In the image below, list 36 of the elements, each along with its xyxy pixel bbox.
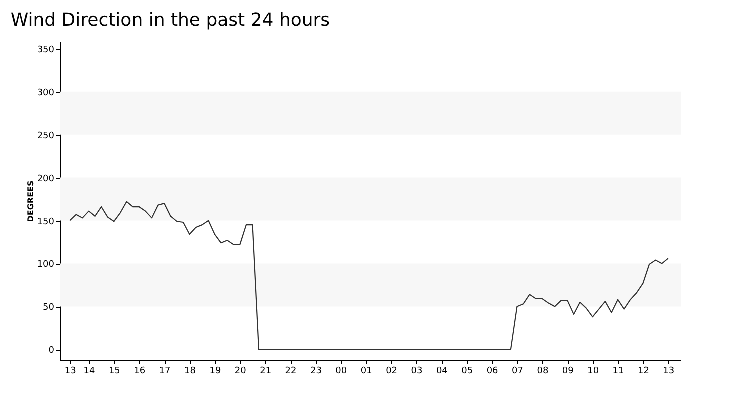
x-tick-label: 13 bbox=[663, 366, 675, 376]
x-tick-label: 23 bbox=[310, 366, 322, 376]
x-tick-label: 15 bbox=[108, 366, 120, 376]
x-tick-label: 21 bbox=[260, 366, 272, 376]
x-tick-label: 00 bbox=[336, 366, 348, 376]
x-tick-label: 12 bbox=[638, 366, 650, 376]
x-tick-label: 05 bbox=[462, 366, 474, 376]
x-tick-label: 22 bbox=[285, 366, 297, 376]
y-tick-label: 50 bbox=[43, 303, 55, 314]
y-tick-label: 150 bbox=[37, 217, 55, 228]
y-axis-title: DEGREES bbox=[26, 180, 36, 222]
x-tick-label: 01 bbox=[360, 366, 372, 376]
x-tick-label: 18 bbox=[184, 366, 196, 376]
y-tick-label: 250 bbox=[37, 131, 55, 142]
x-tick-label: 13 bbox=[64, 366, 76, 376]
x-tick-label: 10 bbox=[588, 366, 600, 376]
y-tick-label: 300 bbox=[37, 88, 55, 98]
x-tick-label: 16 bbox=[134, 366, 146, 376]
x-tick-label: 04 bbox=[436, 366, 448, 376]
x-tick-label: 07 bbox=[512, 366, 524, 376]
x-tick-label: 14 bbox=[84, 366, 96, 376]
y-tick-label: 200 bbox=[37, 174, 55, 184]
x-tick-label: 09 bbox=[562, 366, 574, 376]
x-tick-label: 08 bbox=[537, 366, 549, 376]
x-tick-label: 03 bbox=[411, 366, 423, 376]
x-tick-label: 11 bbox=[612, 366, 624, 376]
x-tick-label: 17 bbox=[159, 366, 171, 376]
x-tick-label: 19 bbox=[210, 366, 222, 376]
line-series bbox=[70, 201, 669, 350]
chart-title: Wind Direction in the past 24 hours bbox=[10, 10, 330, 31]
y-tick-label: 100 bbox=[37, 260, 55, 270]
x-tick-label: 02 bbox=[386, 366, 398, 376]
x-tick-label: 20 bbox=[234, 366, 247, 376]
y-tick-label: 350 bbox=[37, 45, 55, 56]
y-tick-label: 0 bbox=[48, 346, 55, 356]
x-tick-label: 06 bbox=[486, 366, 499, 376]
